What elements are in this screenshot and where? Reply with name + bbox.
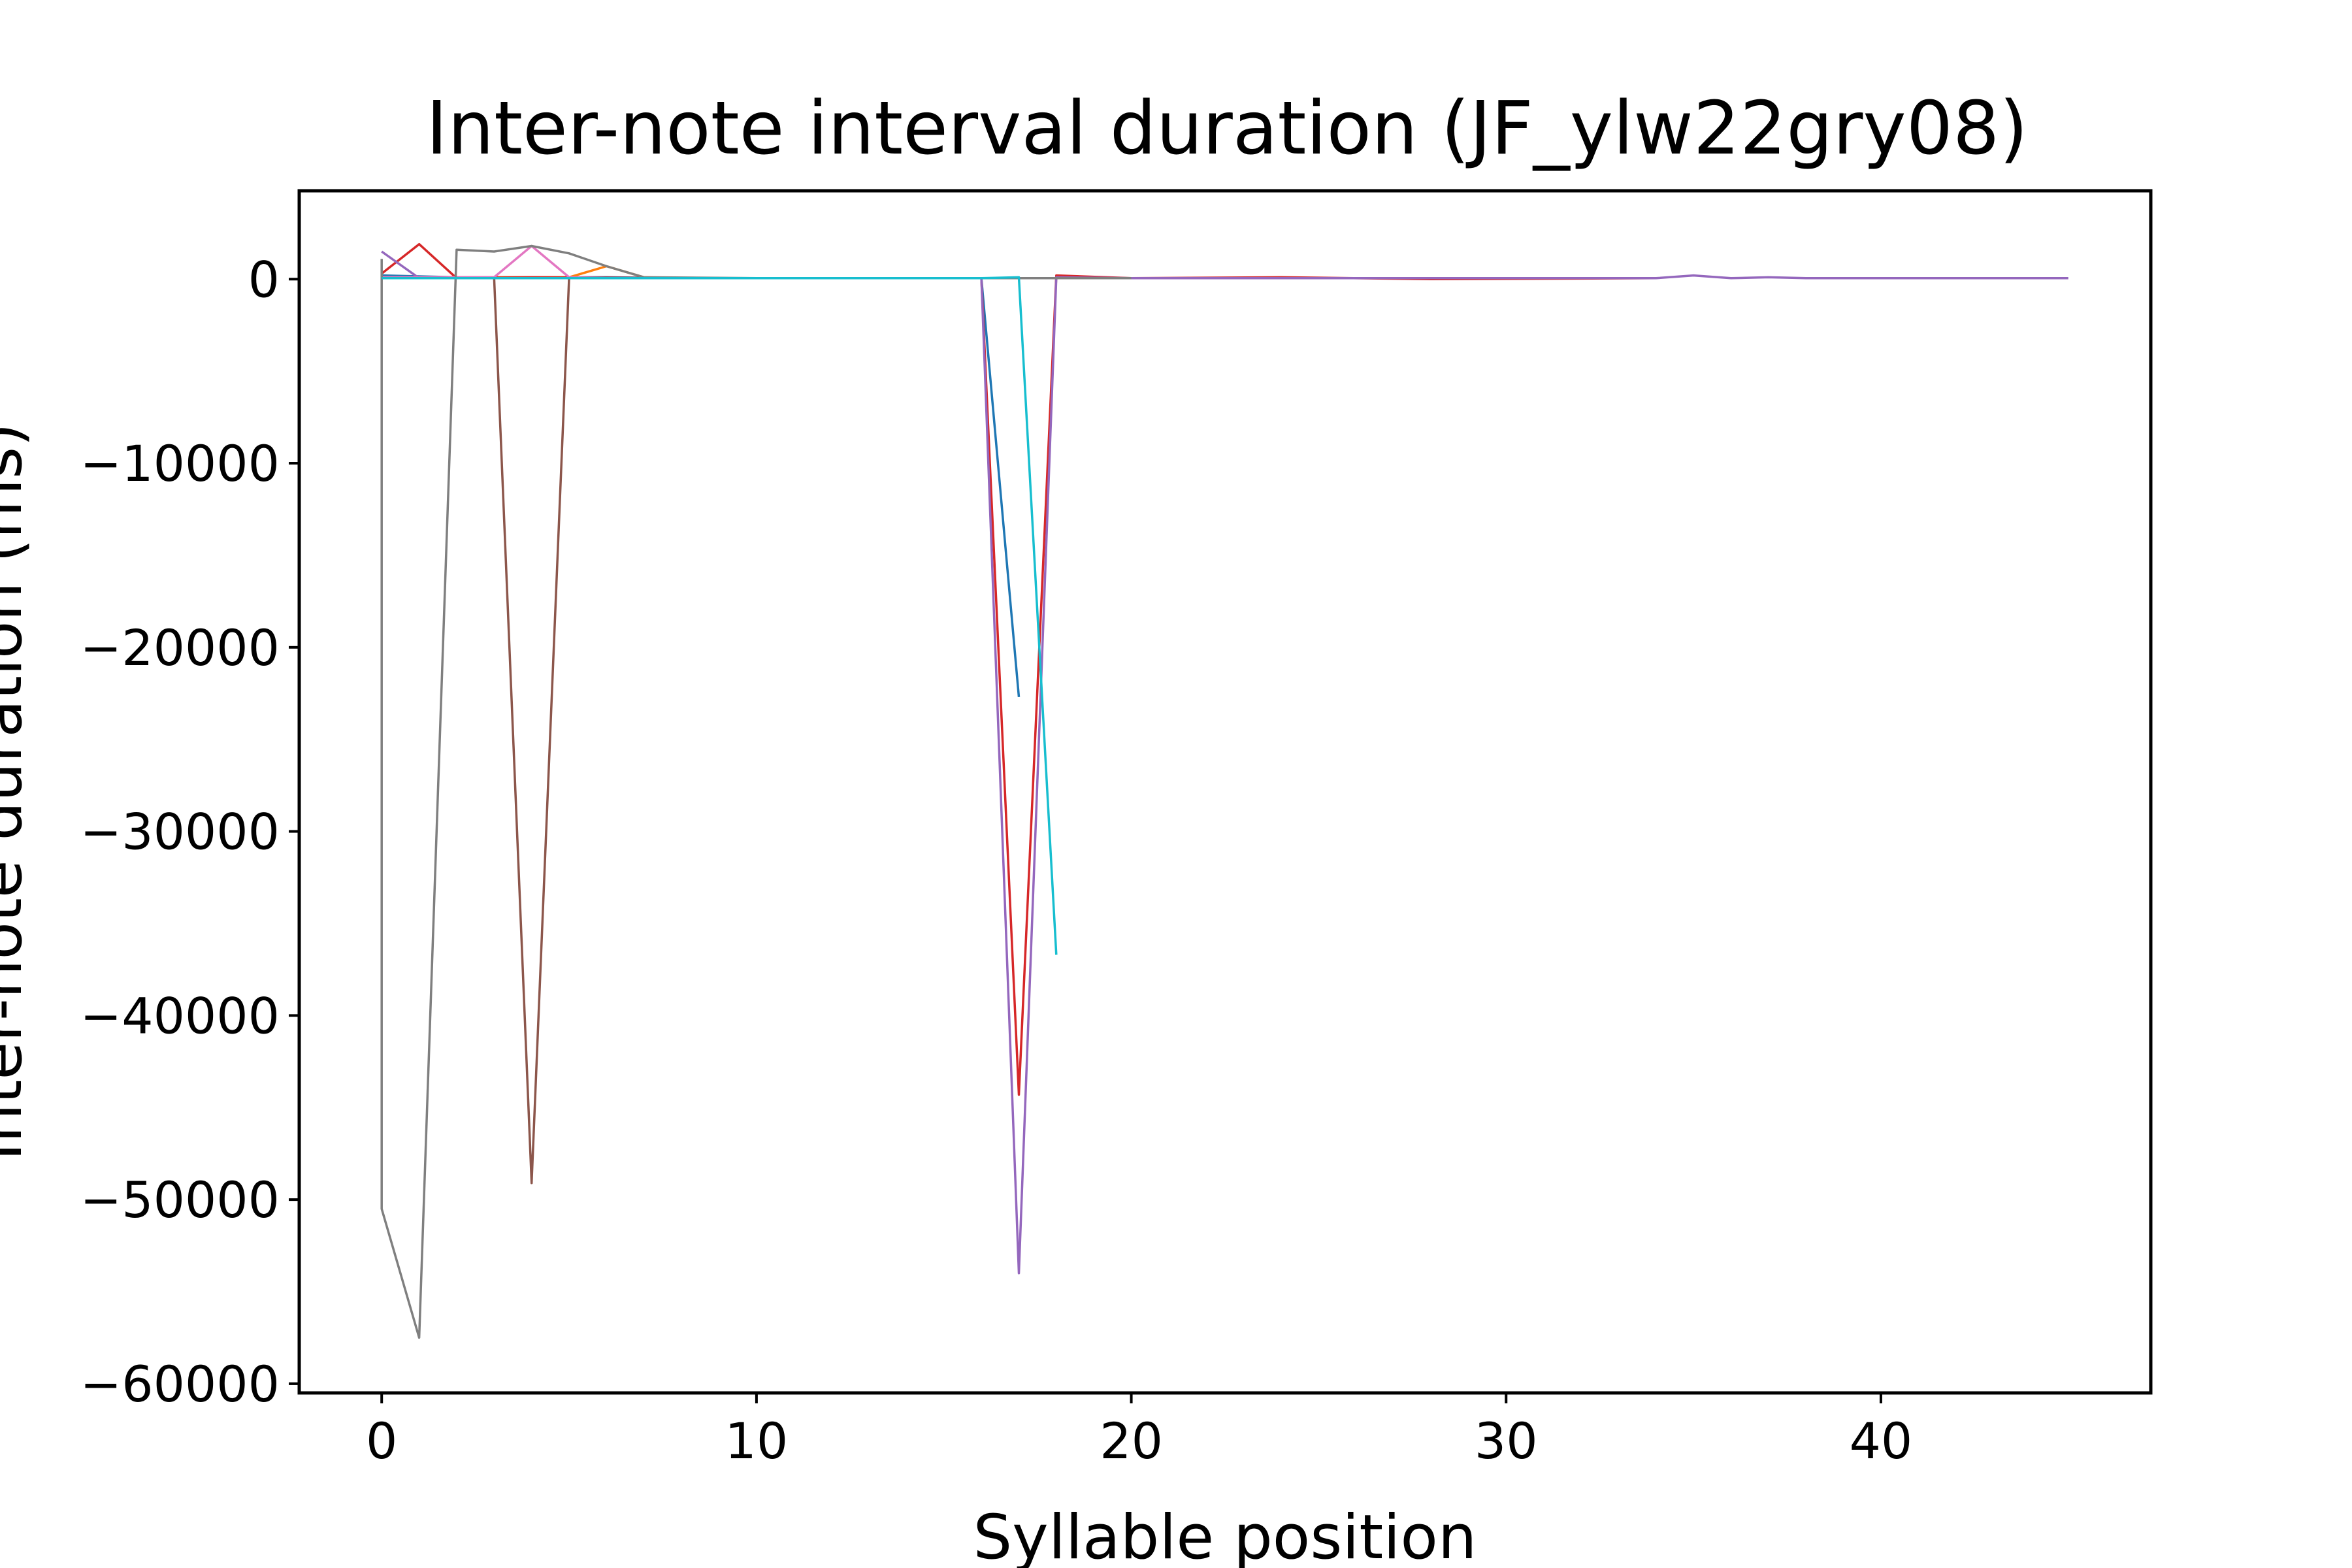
y-tick-label: −20000 xyxy=(80,619,280,677)
x-tick-label: 30 xyxy=(1475,1412,1538,1470)
x-tick-label: 10 xyxy=(725,1412,789,1470)
series-line-8 xyxy=(382,276,1058,955)
y-tick-label: −50000 xyxy=(80,1171,280,1229)
x-axis: 0 10 20 30 40 xyxy=(366,1393,1912,1470)
x-tick-label: 20 xyxy=(1100,1412,1163,1470)
x-axis-label: Syllable position xyxy=(973,1502,1477,1568)
y-tick-label: −30000 xyxy=(80,803,280,861)
x-tick-label: 40 xyxy=(1850,1412,1913,1470)
x-tick-label: 0 xyxy=(366,1412,397,1470)
y-axis: 0 −10000 −20000 −30000 −40000 −50000 −60000 xyxy=(80,250,299,1413)
y-tick-label: −10000 xyxy=(80,434,280,493)
chart-title: Inter-note interval duration (JF_ylw22gr… xyxy=(426,86,2028,171)
plot-frame xyxy=(297,189,2153,1395)
y-tick-label: −40000 xyxy=(80,987,280,1045)
series-layer xyxy=(380,242,2068,1339)
y-tick-label: −60000 xyxy=(80,1355,280,1413)
y-axis-label: Inter-note duration (ms) xyxy=(0,423,36,1161)
y-tick-label: 0 xyxy=(248,250,280,308)
